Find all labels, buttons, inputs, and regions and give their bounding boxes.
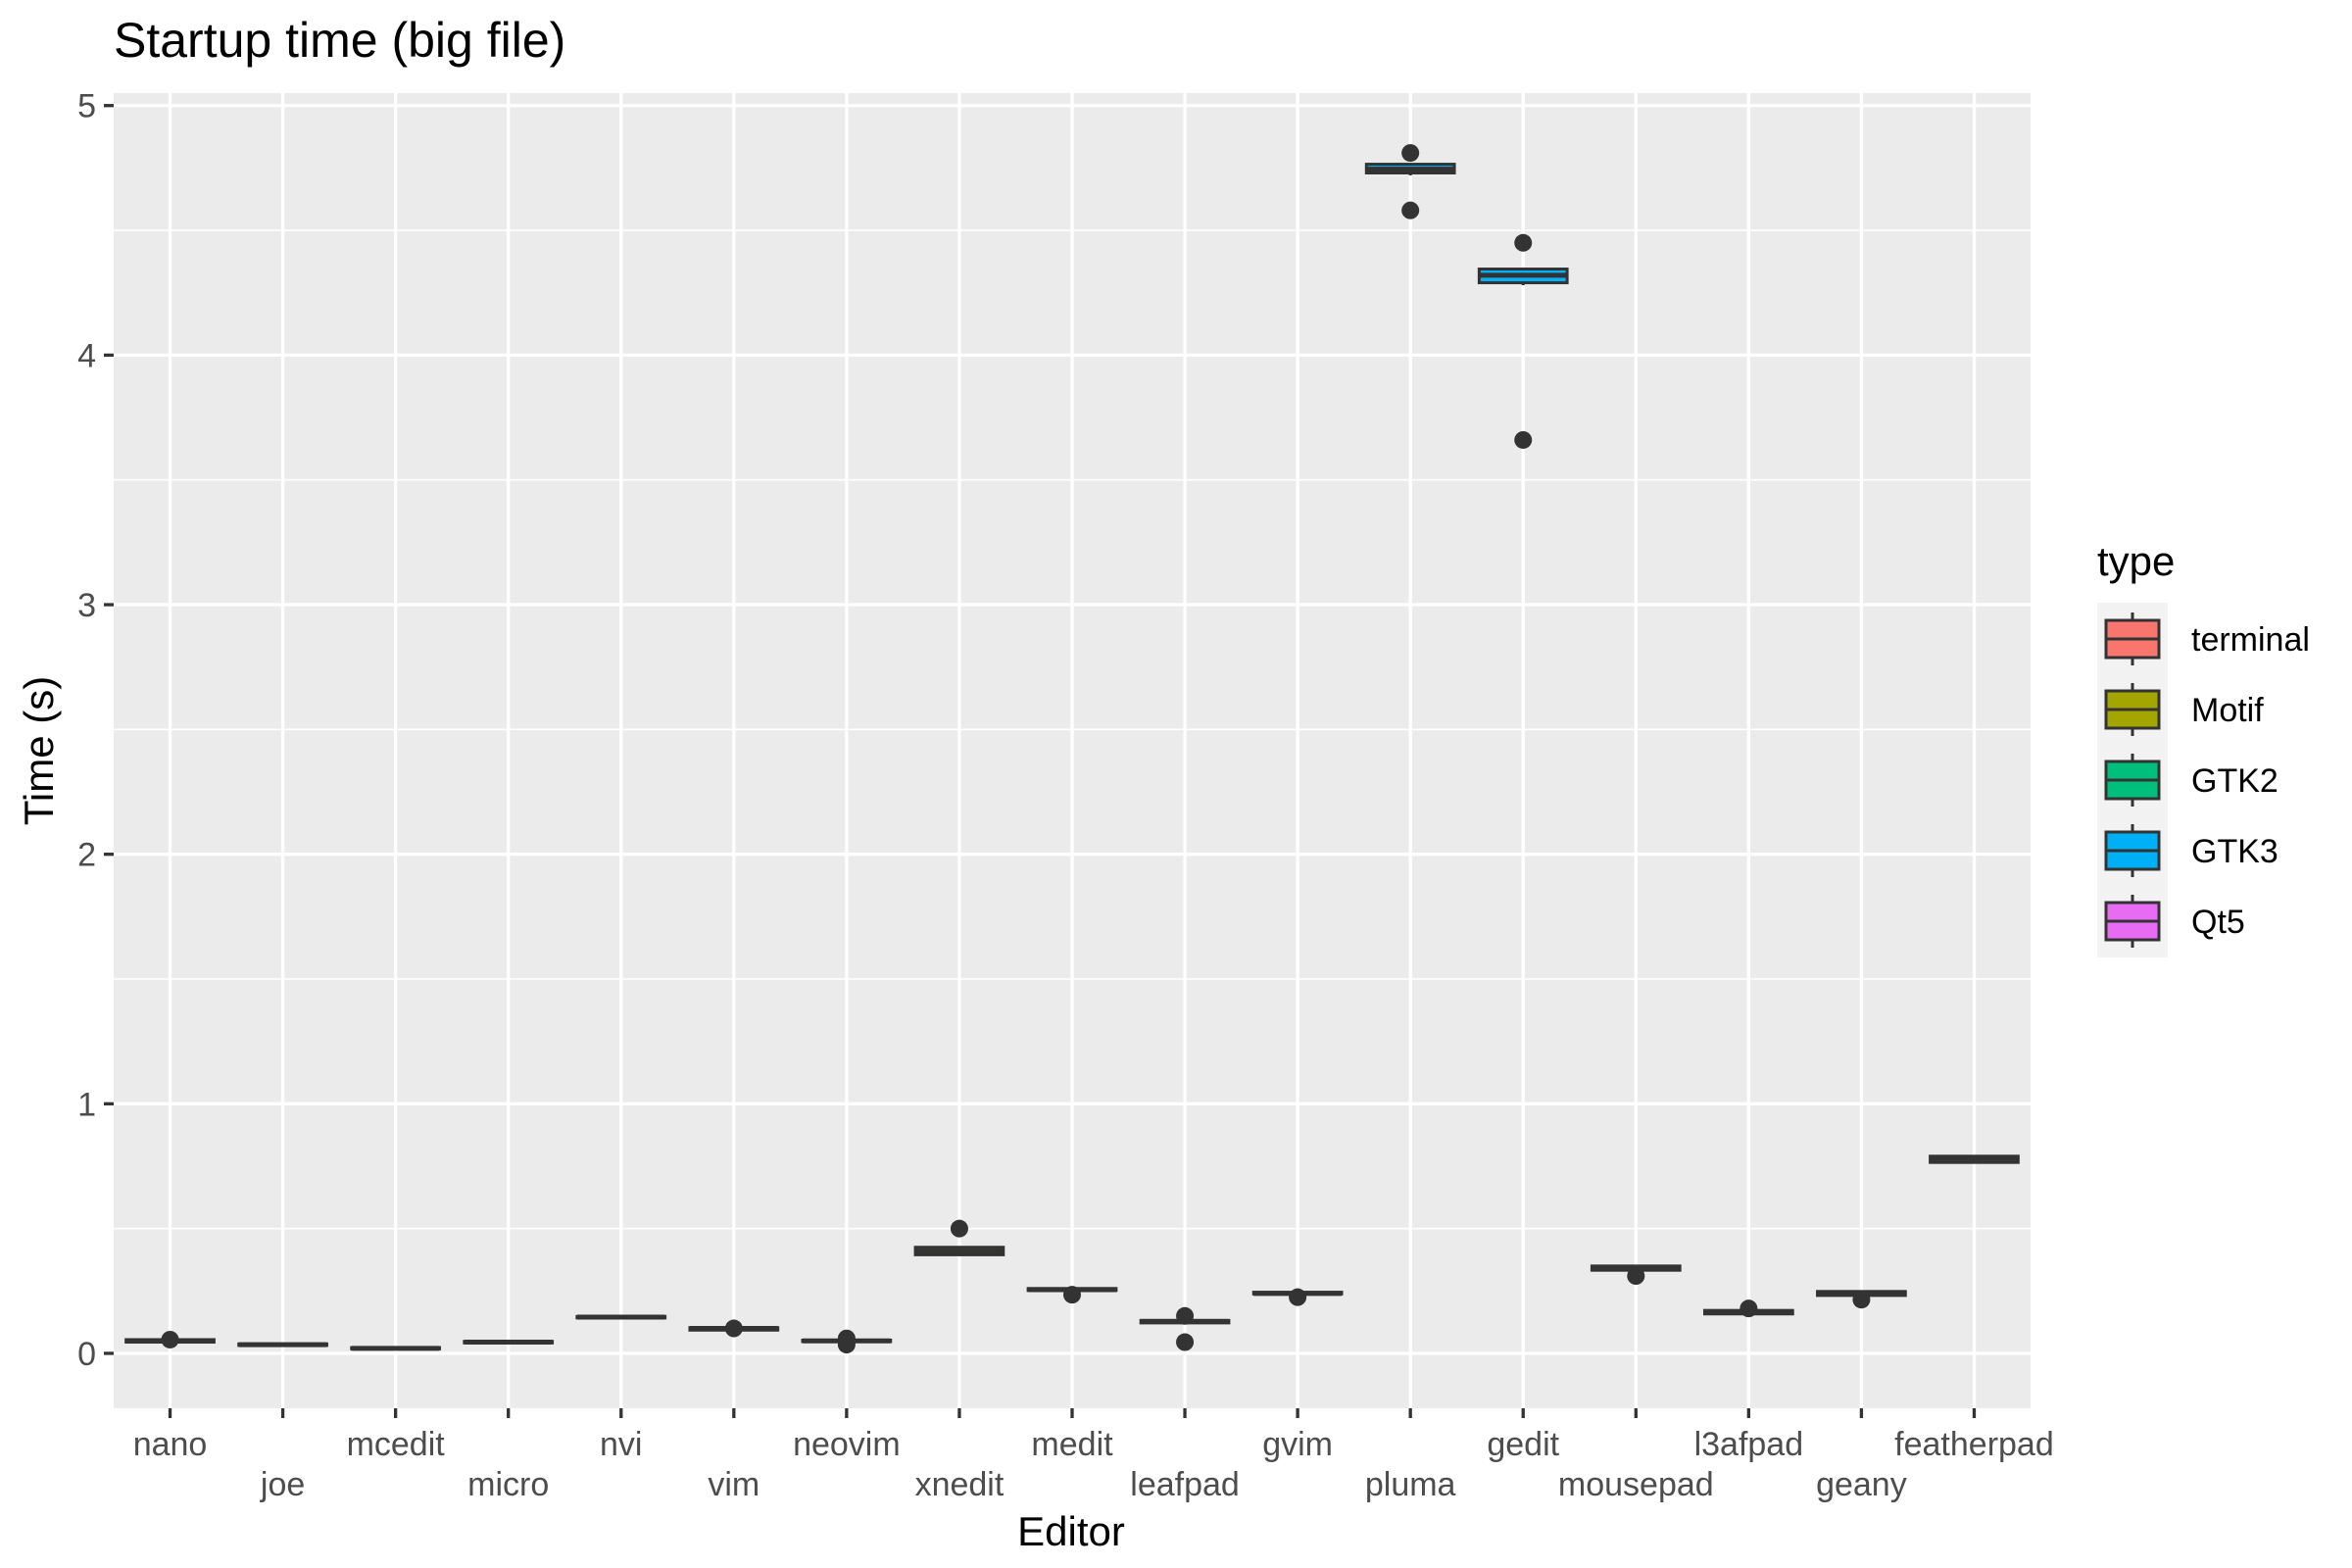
legend-label: Motif xyxy=(2191,692,2264,729)
box-geany xyxy=(1816,1290,1907,1309)
x-tick-label: micro xyxy=(467,1466,549,1503)
outlier-point xyxy=(1176,1333,1195,1351)
outlier-point xyxy=(1852,1291,1871,1309)
x-axis: nano joe mcedit micro nvi vim neovim xnedit medi… xyxy=(133,1408,2054,1503)
legend-entry-terminal: terminal xyxy=(2104,612,2310,665)
box-l3afpad xyxy=(1702,1299,1794,1318)
outlier-point xyxy=(1514,233,1533,252)
y-tick-label: 2 xyxy=(77,837,96,874)
outlier-point xyxy=(1514,430,1533,449)
outlier-point xyxy=(1063,1286,1081,1304)
box-joe xyxy=(237,1342,328,1348)
outlier-point xyxy=(1401,144,1420,163)
x-axis-title: Editor xyxy=(1017,1508,1125,1554)
box-leafpad xyxy=(1139,1306,1231,1351)
outlier-point xyxy=(161,1330,179,1348)
box-micro xyxy=(463,1340,555,1346)
x-tick-label: gedit xyxy=(1487,1426,1559,1463)
y-tick-label: 1 xyxy=(77,1086,96,1123)
box-nvi xyxy=(575,1314,667,1320)
x-tick-label: neovim xyxy=(793,1426,901,1463)
legend-label: Qt5 xyxy=(2191,904,2245,941)
outlier-point xyxy=(1401,201,1420,220)
chart-title: Startup time (big file) xyxy=(114,13,565,68)
legend-label: GTK3 xyxy=(2191,833,2278,870)
x-tick-label: nvi xyxy=(600,1426,642,1463)
box-neovim xyxy=(801,1329,893,1354)
x-tick-label: geany xyxy=(1816,1466,1907,1503)
y-axis-title: Time (s) xyxy=(16,676,62,825)
legend-label: terminal xyxy=(2191,621,2310,659)
box-xnedit xyxy=(913,1219,1005,1256)
x-tick-label: mcedit xyxy=(347,1426,446,1463)
y-tick-label: 0 xyxy=(77,1336,96,1373)
outlier-point xyxy=(1289,1288,1307,1306)
box-vim xyxy=(688,1319,780,1338)
box-featherpad xyxy=(1929,1154,2020,1164)
outlier-point xyxy=(1740,1299,1758,1318)
y-tick-label: 5 xyxy=(77,88,96,125)
box-gvim xyxy=(1251,1288,1344,1306)
box-series xyxy=(124,144,2020,1354)
outlier-point xyxy=(724,1319,743,1338)
x-tick-label: nano xyxy=(133,1426,208,1463)
x-tick-label: xnedit xyxy=(915,1466,1004,1503)
x-tick-label: gvim xyxy=(1262,1426,1333,1463)
legend-entry-Qt5: Qt5 xyxy=(2104,895,2245,948)
box-pluma xyxy=(1364,144,1456,220)
x-tick-label: featherpad xyxy=(1894,1426,2054,1463)
outlier-point xyxy=(1627,1267,1645,1286)
x-tick-label: medit xyxy=(1031,1426,1113,1463)
x-tick-label: leafpad xyxy=(1130,1466,1240,1503)
grid-lines xyxy=(114,93,2031,1408)
x-tick-label: vim xyxy=(708,1466,760,1503)
legend: type terminal Motif GTK2 GTK3 Qt5 xyxy=(2097,538,2310,957)
box-nano xyxy=(124,1330,216,1348)
x-tick-label: joe xyxy=(260,1466,305,1503)
y-tick-label: 3 xyxy=(77,587,96,624)
x-tick-label: l3afpad xyxy=(1694,1426,1804,1463)
legend-entry-Motif: Motif xyxy=(2104,683,2264,736)
legend-label: GTK2 xyxy=(2191,762,2278,800)
x-tick-label: mousepad xyxy=(1558,1466,1714,1503)
x-tick-label: pluma xyxy=(1365,1466,1456,1503)
legend-title: type xyxy=(2097,538,2175,584)
y-tick-label: 4 xyxy=(77,337,96,374)
box-mcedit xyxy=(350,1346,442,1351)
box-gedit xyxy=(1477,233,1569,449)
legend-entry-GTK3: GTK3 xyxy=(2104,824,2278,877)
box-medit xyxy=(1026,1286,1118,1304)
y-axis: 0 1 2 3 4 5 xyxy=(77,88,114,1373)
box-mousepad xyxy=(1590,1264,1682,1286)
legend-entry-GTK2: GTK2 xyxy=(2104,754,2278,807)
outlier-point xyxy=(837,1336,856,1354)
outlier-point xyxy=(1176,1306,1195,1325)
outlier-point xyxy=(950,1219,968,1238)
